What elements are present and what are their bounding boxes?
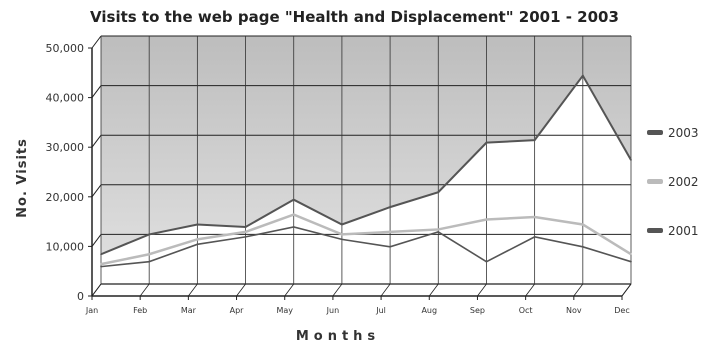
y-axis-label: No. Visits (15, 138, 30, 218)
series-line-2002 (100, 213, 632, 266)
y-tick-label: 40,000 (46, 92, 85, 105)
grid-depth-line (91, 234, 102, 247)
floor-line (573, 283, 584, 297)
x-axis-label: Months (296, 329, 380, 344)
data-point-2003 (341, 223, 343, 226)
x-tick-label: Jan (85, 306, 98, 315)
legend-label-2003: 2003 (668, 126, 699, 140)
data-point-2001 (292, 226, 295, 228)
floor-line (428, 283, 439, 297)
legend-label-2001: 2001 (668, 224, 699, 238)
grid-depth-line (91, 35, 102, 49)
legend-swatch-2001 (647, 228, 663, 233)
floor-line (380, 283, 391, 297)
floor-line (139, 283, 150, 297)
floor-line (188, 283, 198, 297)
x-tick-label: Dec (614, 306, 629, 315)
data-point-2002 (437, 228, 440, 231)
x-tick-label: Nov (566, 306, 582, 315)
floor-line (284, 283, 295, 297)
chart-title: Visits to the web page "Health and Displ… (90, 8, 619, 26)
data-point-2003 (100, 253, 102, 256)
x-tick-label: Jul (375, 306, 386, 315)
data-point-2001 (341, 238, 343, 241)
floor-line (621, 283, 632, 297)
floor-line (525, 283, 535, 297)
data-point-2002 (244, 231, 247, 233)
data-point-2001 (196, 243, 199, 246)
data-point-2003 (485, 141, 488, 144)
x-tick-label: Apr (230, 306, 245, 315)
data-point-2001 (630, 260, 632, 263)
data-point-2001 (437, 231, 440, 233)
data-point-2002 (389, 231, 391, 233)
floor-line (236, 283, 246, 297)
x-tick-label: Oct (519, 306, 533, 315)
data-point-2003 (630, 159, 632, 161)
data-point-2003 (148, 233, 150, 236)
y-tick-label: 30,000 (46, 141, 85, 154)
data-point-2001 (582, 246, 584, 248)
grid-depth-line (91, 85, 102, 98)
data-point-2002 (533, 216, 536, 218)
floor-line (332, 283, 343, 297)
y-tick-label: 50,000 (46, 42, 85, 55)
floor-line (91, 283, 102, 297)
legend-swatch-2003 (647, 130, 663, 135)
data-point-2001 (533, 236, 536, 238)
x-tick-label: Aug (421, 306, 437, 315)
data-point-2003 (244, 226, 247, 228)
x-tick-label: Jun (326, 306, 340, 315)
legend-swatch-2002 (647, 179, 663, 184)
data-point-2001 (148, 260, 150, 263)
data-point-2002 (100, 263, 102, 265)
data-point-2003 (389, 206, 391, 208)
data-point-2001 (100, 265, 102, 268)
series-line-2003 (100, 73, 632, 256)
series-line-2001 (100, 226, 632, 268)
data-point-2001 (244, 236, 247, 238)
x-tick-label: Mar (181, 306, 197, 315)
data-point-2002 (582, 223, 584, 226)
data-point-2001 (485, 260, 488, 263)
data-point-2002 (148, 253, 150, 256)
y-tick-label: 0 (77, 290, 84, 303)
data-point-2002 (196, 238, 199, 241)
data-point-2003 (533, 139, 536, 141)
data-point-2003 (292, 198, 295, 201)
data-point-2003 (437, 191, 440, 194)
area-2003-lower (101, 75, 631, 285)
data-point-2002 (630, 253, 632, 256)
data-point-2001 (389, 246, 391, 248)
legend-label-2002: 2002 (668, 175, 699, 189)
y-tick-label: 10,000 (46, 240, 85, 253)
grid-depth-line (91, 134, 102, 148)
data-point-2003 (582, 74, 584, 77)
x-tick-label: May (276, 306, 293, 315)
data-point-2002 (485, 218, 488, 221)
y-tick-label: 20,000 (46, 191, 85, 204)
data-point-2002 (292, 213, 295, 216)
x-tick-label: Feb (133, 306, 147, 315)
x-tick-label: Sep (470, 306, 485, 315)
data-point-2002 (341, 233, 343, 236)
grid-depth-line (91, 184, 102, 198)
floor-line (477, 283, 487, 297)
data-point-2003 (196, 223, 199, 226)
